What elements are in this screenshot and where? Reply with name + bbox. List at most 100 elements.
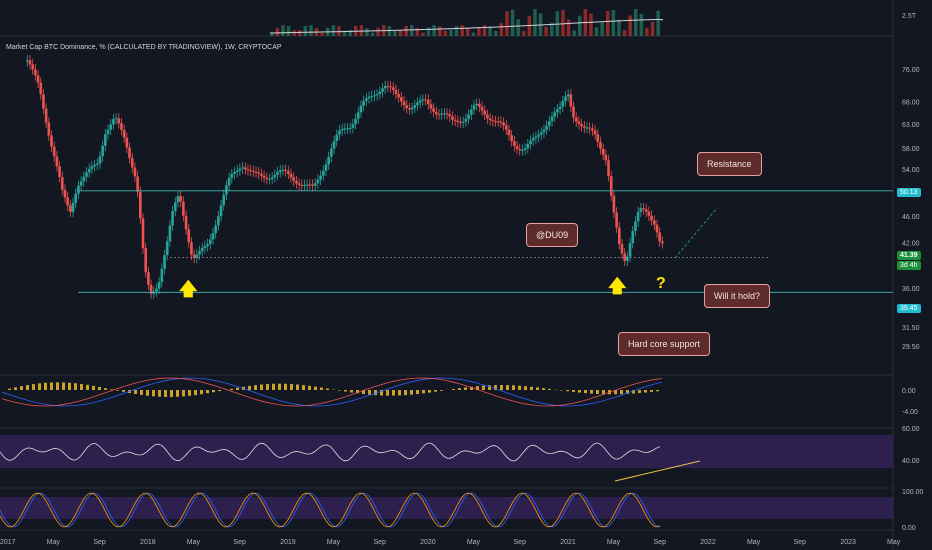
candle-body [467, 114, 470, 119]
macd-histogram-bar [458, 388, 461, 390]
candle-body [42, 94, 45, 109]
candle-body [416, 102, 419, 106]
candle-body [599, 141, 602, 149]
candle-body [346, 128, 349, 130]
candle-body [515, 146, 519, 149]
volume-bar [566, 19, 571, 36]
macd-histogram-bar [164, 390, 167, 397]
candle-body [518, 148, 522, 151]
candle-body [655, 224, 659, 233]
macd-histogram-bar [38, 383, 41, 390]
macd-histogram-bar [308, 385, 311, 390]
volume-bar [594, 27, 599, 36]
macd-histogram-bar [110, 389, 113, 390]
volume-bar [410, 25, 414, 36]
candle-body [448, 114, 452, 117]
macd-histogram-bar [194, 390, 197, 396]
macd-histogram-bar [368, 390, 371, 395]
price-tick-label: 29.50 [902, 344, 920, 351]
candle-body [200, 248, 204, 252]
macd-histogram-bar [452, 389, 455, 390]
candle-body [192, 254, 196, 258]
horizontal-levels [78, 190, 893, 293]
grid-layer [0, 0, 894, 550]
volume-bar [533, 9, 537, 36]
candle-body [144, 248, 147, 273]
macd-histogram-bar [20, 386, 23, 390]
candle-body [74, 193, 78, 203]
volume-bar [611, 9, 616, 36]
macd-histogram-bar [434, 390, 437, 392]
macd-histogram-bar [362, 390, 365, 395]
macd-histogram-bar [464, 387, 467, 390]
candle-body [418, 100, 422, 103]
candle-body [278, 170, 282, 173]
candlestick-series [25, 55, 664, 300]
volume-bars [269, 9, 663, 37]
time-tick-label: May [607, 539, 621, 546]
candle-body [319, 175, 322, 180]
macd-histogram-bar [494, 385, 497, 390]
time-tick-label: 2019 [280, 539, 296, 546]
candle-body [98, 156, 102, 164]
volume-bar [589, 13, 593, 36]
volume-bar [281, 25, 285, 36]
volume-bar [387, 26, 392, 36]
macd-histogram-bar [644, 390, 647, 393]
candle-body [601, 148, 605, 155]
candle-body [639, 208, 643, 212]
volume-bar [393, 30, 397, 36]
candle-body [488, 118, 492, 121]
volume-bar [622, 30, 627, 36]
candle-body [50, 135, 53, 147]
macd-histogram-bar [650, 390, 653, 392]
candle-body [120, 123, 123, 130]
candle-body [238, 168, 242, 171]
candle-body [652, 220, 656, 225]
candle-body [340, 128, 344, 131]
candle-body [548, 121, 551, 126]
candle-body [521, 149, 524, 151]
macd-histogram-bar [116, 390, 119, 391]
candle-body [397, 93, 400, 98]
macd-histogram-bar [482, 385, 485, 390]
macd-histogram-bar [410, 390, 413, 395]
candle-body [313, 183, 317, 186]
macd-histogram-bar [398, 390, 401, 396]
candle-body [658, 232, 661, 242]
candle-body [435, 111, 438, 115]
candle-body [141, 218, 145, 249]
macd-histogram-bar [344, 390, 347, 392]
candle-body [513, 141, 516, 147]
price-tick-label: 46.00 [902, 214, 920, 221]
candle-body [327, 156, 330, 165]
volume-bar [606, 11, 610, 36]
candle-body [623, 253, 626, 261]
macd-histogram-bar [566, 390, 569, 392]
macd-histogram-bar [602, 390, 605, 395]
candle-body [276, 172, 279, 175]
volume-bar [421, 32, 425, 36]
candle-body [82, 176, 86, 182]
candle-body [356, 112, 360, 119]
candle-body [47, 122, 51, 136]
price-tick-label: 31.50 [902, 325, 920, 332]
volume-bar [544, 26, 548, 36]
candle-body [537, 134, 540, 137]
macd-histogram-bar [428, 390, 431, 393]
volume-bar [443, 30, 448, 36]
candle-body [383, 86, 387, 89]
candle-body [556, 109, 559, 113]
candle-body [432, 108, 435, 112]
macd-histogram-bar [632, 390, 635, 394]
macd-histogram-bar [14, 387, 17, 390]
candle-body [330, 148, 333, 157]
volume-bar [359, 25, 364, 36]
candle-body [338, 130, 341, 135]
volume-bar [488, 26, 492, 36]
volume-bar [298, 30, 302, 36]
stoch-d-line [0, 492, 661, 528]
candle-body [157, 282, 161, 289]
macd-histogram-bar [392, 390, 395, 396]
